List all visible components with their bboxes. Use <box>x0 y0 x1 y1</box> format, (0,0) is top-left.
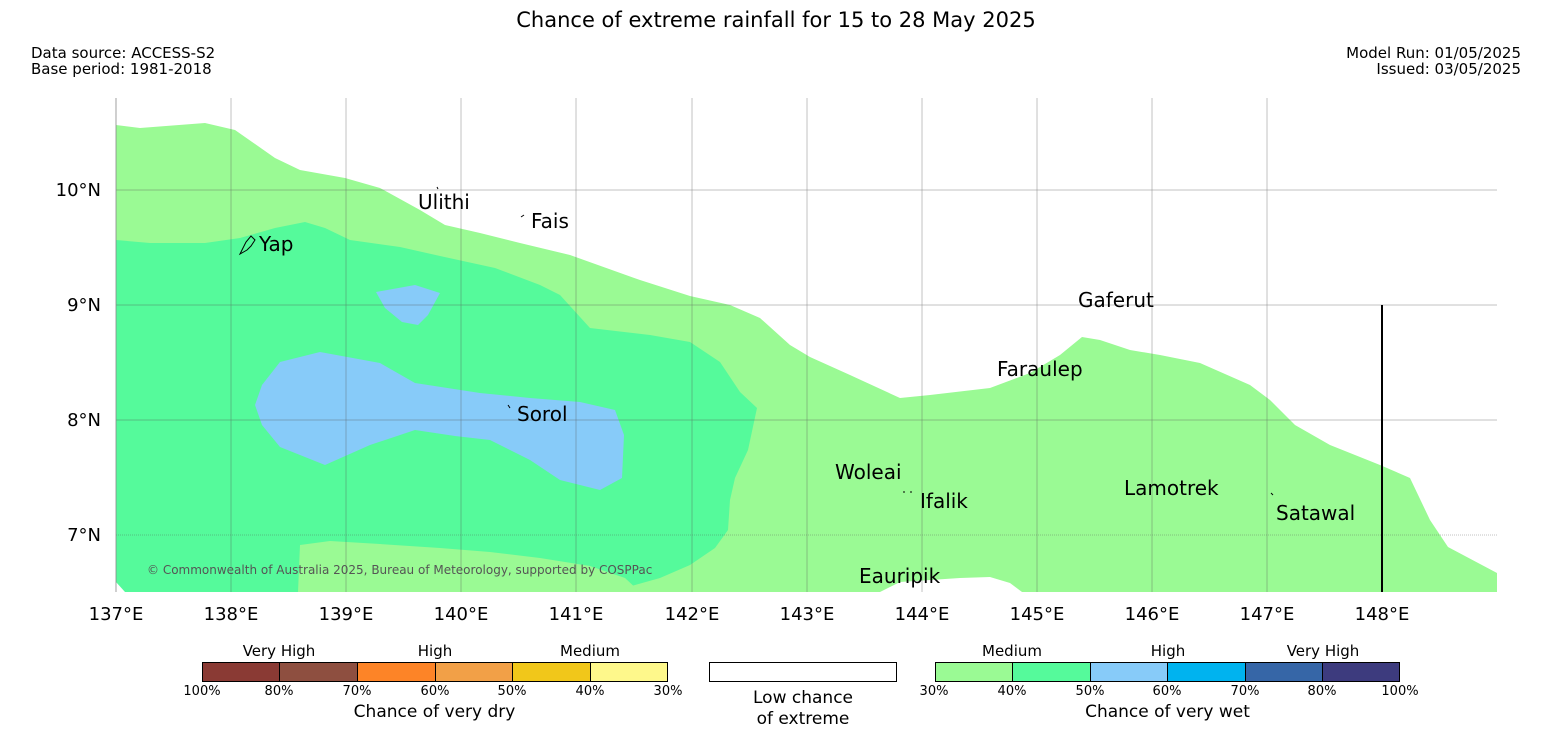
lat-label-7: 7°N <box>67 525 101 546</box>
wet-cat-high: High <box>1150 642 1186 660</box>
yap-island-shape <box>238 235 256 256</box>
neutral-label-line1: Low chance <box>753 688 853 708</box>
wet-swatch-6 <box>1322 662 1400 682</box>
dry-tick-60: 60% <box>420 684 450 699</box>
wet-tick-70: 70% <box>1230 684 1260 699</box>
wet-tick-60: 60% <box>1152 684 1182 699</box>
dry-cat-medium: Medium <box>560 642 620 660</box>
wet-swatch-3 <box>1090 662 1168 682</box>
place-eauripik: Eauripik <box>859 564 941 588</box>
data-source: Data source: ACCESS-S2 <box>31 44 216 62</box>
place-satawal: Satawal <box>1276 501 1355 525</box>
dry-swatch-5 <box>512 662 591 682</box>
dry-swatch-1 <box>202 662 280 682</box>
lon-label-144: 144°E <box>895 604 950 625</box>
wet-tick-50: 50% <box>1075 684 1105 699</box>
lat-label-9: 9°N <box>67 295 101 316</box>
wet-swatch-2 <box>1012 662 1091 682</box>
dry-cat-high: High <box>417 642 453 660</box>
fais-island-shape <box>520 214 525 218</box>
wet-swatch-5 <box>1245 662 1323 682</box>
wet-label: Chance of very wet <box>1085 702 1250 722</box>
dry-tick-40: 40% <box>575 684 605 699</box>
lon-label-137: 137°E <box>89 604 144 625</box>
lat-label-10: 10°N <box>56 180 101 201</box>
lon-label-148: 148°E <box>1355 604 1410 625</box>
dry-tick-70: 70% <box>342 684 372 699</box>
island-shapes <box>238 186 1274 496</box>
lon-label-138: 138°E <box>204 604 259 625</box>
place-woleai: Woleai <box>835 460 902 484</box>
zone-high-wet-50-main <box>255 352 624 490</box>
copyright-notice: © Commonwealth of Australia 2025, Bureau… <box>147 563 652 577</box>
lon-label-141: 141°E <box>549 604 604 625</box>
zone-medium-wet-south <box>298 541 640 592</box>
neutral-label-line2: of extreme <box>756 709 850 729</box>
zone-low-chance <box>880 577 1022 592</box>
wet-tick-30: 30% <box>919 684 949 699</box>
map-grid <box>116 98 1497 592</box>
lon-label-140: 140°E <box>434 604 489 625</box>
dry-swatch-2 <box>279 662 358 682</box>
dry-swatch-3 <box>357 662 436 682</box>
dry-swatch-4 <box>435 662 513 682</box>
rainfall-map: Ulithi Fais Yap Gaferut Faraulep Sorol W… <box>56 98 1497 625</box>
lon-label-146: 146°E <box>1125 604 1180 625</box>
issued-date: Issued: 03/05/2025 <box>1376 60 1521 78</box>
wet-cat-very-high: Very High <box>1286 642 1360 660</box>
place-lamotrek: Lamotrek <box>1124 476 1219 500</box>
place-sorol: Sorol <box>517 402 568 426</box>
sorol-island-shape <box>507 404 511 409</box>
wet-tick-80: 80% <box>1307 684 1337 699</box>
zone-white-edge <box>116 582 125 592</box>
lon-label-147: 147°E <box>1240 604 1295 625</box>
dry-label: Chance of very dry <box>353 702 516 722</box>
meta-right: Model Run: 01/05/2025 Issued: 03/05/2025 <box>1346 45 1521 77</box>
lon-label-139: 139°E <box>319 604 374 625</box>
ulithi-island-shape <box>436 186 439 190</box>
place-yap: Yap <box>258 232 293 256</box>
neutral-swatch <box>709 662 897 682</box>
dry-tick-50: 50% <box>497 684 527 699</box>
model-run: Model Run: 01/05/2025 <box>1346 44 1521 62</box>
meta-left: Data source: ACCESS-S2 Base period: 1981… <box>31 45 215 77</box>
wet-swatch-1 <box>935 662 1013 682</box>
lon-label-143: 143°E <box>780 604 835 625</box>
lat-label-8: 8°N <box>67 410 101 431</box>
dry-tick-100: 100% <box>183 684 221 699</box>
lon-label-142: 142°E <box>665 604 720 625</box>
place-gaferut: Gaferut <box>1078 288 1154 312</box>
lon-label-145: 145°E <box>1010 604 1065 625</box>
map-title: Chance of extreme rainfall for 15 to 28 … <box>516 8 1036 32</box>
dry-tick-30: 30% <box>653 684 683 699</box>
dry-cat-very-high: Very High <box>242 642 316 660</box>
satawal-island-shape <box>1270 492 1274 496</box>
dry-swatch-6 <box>590 662 668 682</box>
place-ulithi: Ulithi <box>418 190 470 214</box>
base-period: Base period: 1981-2018 <box>31 60 212 78</box>
place-fais: Fais <box>531 209 569 233</box>
wet-swatch-4 <box>1167 662 1246 682</box>
place-ifalik: Ifalik <box>920 489 968 513</box>
wet-tick-40: 40% <box>997 684 1027 699</box>
wet-tick-100: 100% <box>1381 684 1419 699</box>
place-faraulep: Faraulep <box>997 357 1083 381</box>
wet-cat-medium: Medium <box>982 642 1042 660</box>
dry-tick-80: 80% <box>264 684 294 699</box>
